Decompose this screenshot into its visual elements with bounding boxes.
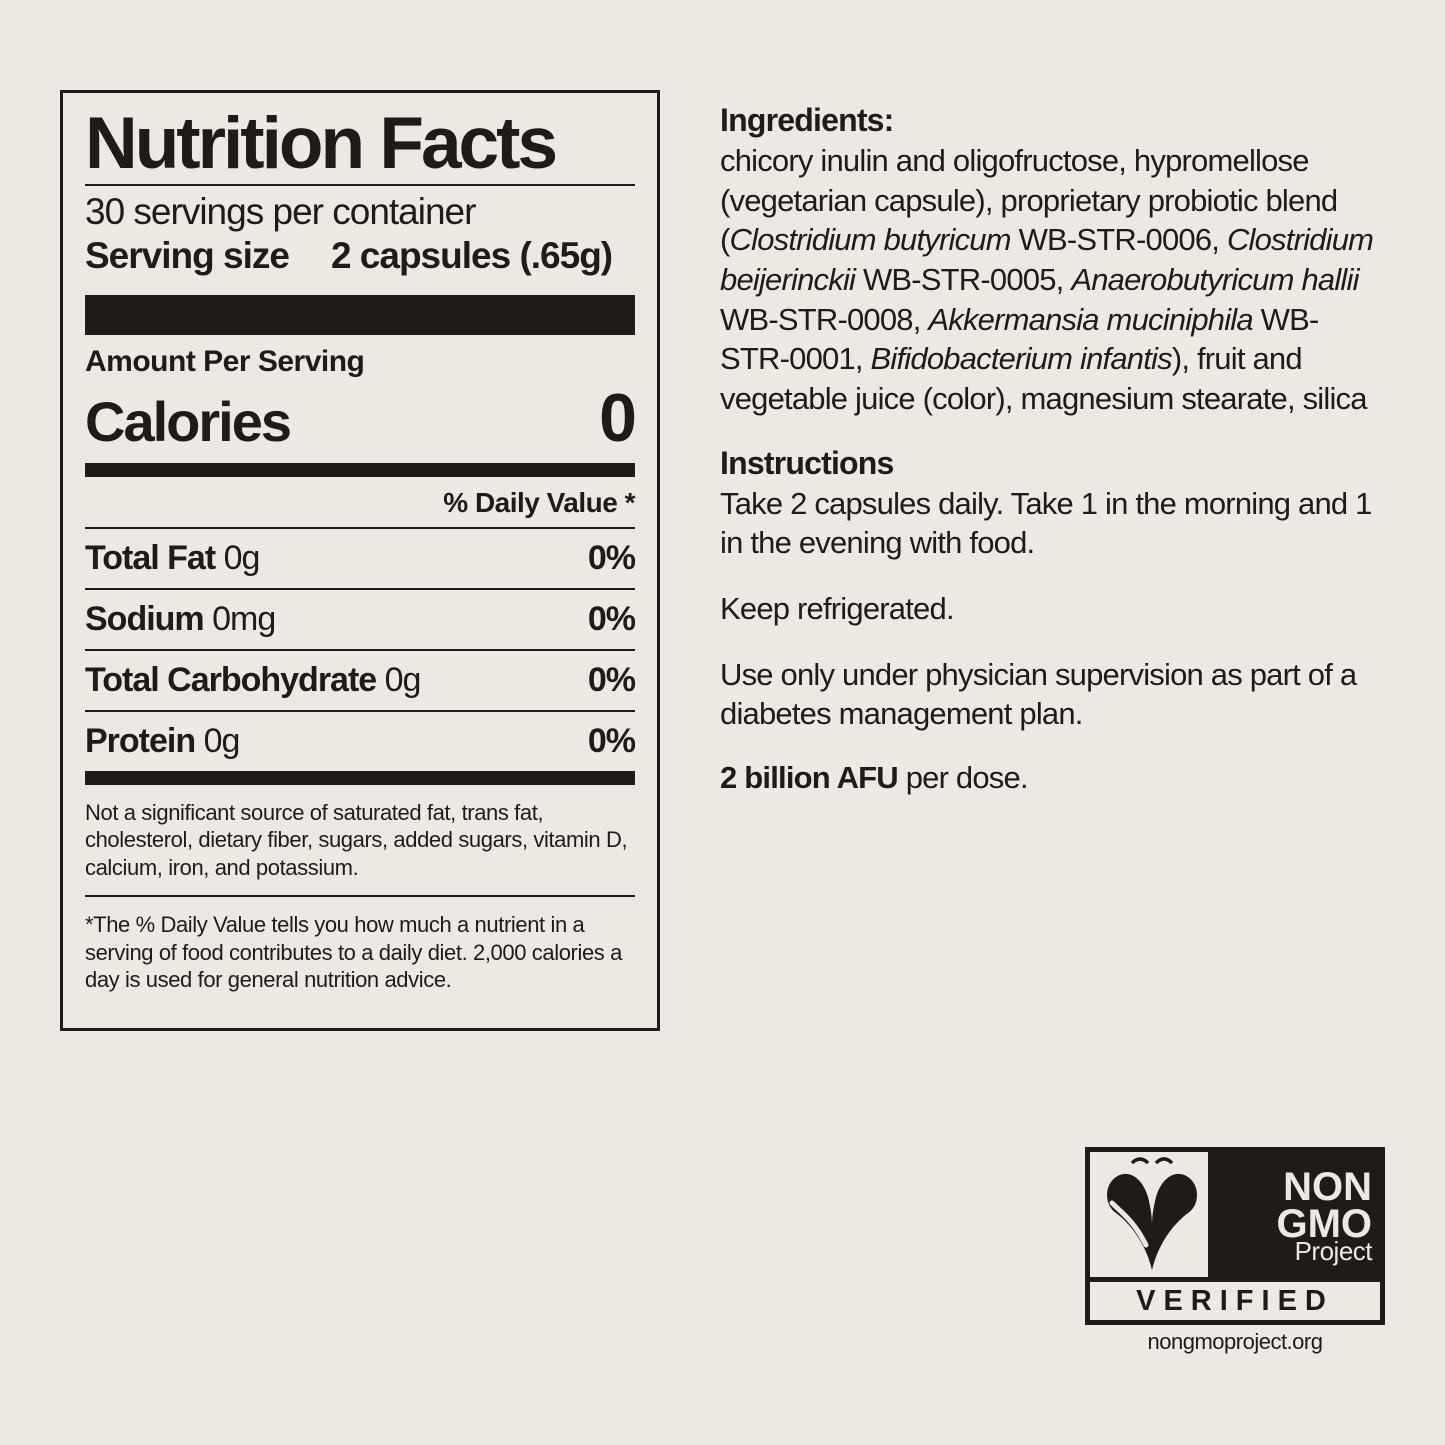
- calories-row: Calories 0: [85, 379, 635, 463]
- afu-rest: per dose.: [898, 760, 1028, 795]
- nf-title: Nutrition Facts: [85, 107, 635, 184]
- logo-project: Project: [1216, 1240, 1372, 1264]
- thick-rule: [85, 771, 635, 785]
- nutrient-row: Total Carbohydrate 0g 0%: [85, 651, 635, 712]
- butterfly-icon: [1090, 1152, 1208, 1277]
- logo-text-cell: NON GMO Project: [1208, 1152, 1380, 1277]
- nutrition-facts-box: Nutrition Facts 30 servings per containe…: [60, 90, 660, 1031]
- nutrient-name: Sodium 0mg: [85, 600, 275, 639]
- nutrient-name: Total Fat 0g: [85, 539, 259, 578]
- servings-per-container: 30 servings per container: [85, 186, 635, 233]
- thick-bar: [85, 295, 635, 335]
- ingredients-section: Ingredients: chicory inulin and oligofru…: [720, 102, 1385, 419]
- non-gmo-logo: NON GMO Project VERIFIED nongmoproject.o…: [1085, 1147, 1385, 1355]
- footnote-insignificant: Not a significant source of saturated fa…: [85, 785, 635, 896]
- serving-size-label: Serving size: [85, 235, 289, 277]
- footnote-dv-explain: *The % Daily Value tells you how much a …: [85, 897, 635, 1008]
- logo-verified: VERIFIED: [1085, 1282, 1385, 1325]
- nutrient-dv: 0%: [588, 722, 635, 761]
- daily-value-header: % Daily Value *: [85, 477, 635, 529]
- nutrient-row: Sodium 0mg 0%: [85, 590, 635, 651]
- nutrient-row: Total Fat 0g 0%: [85, 529, 635, 590]
- nutrient-name: Protein 0g: [85, 722, 239, 761]
- logo-non: NON: [1216, 1169, 1372, 1206]
- calories-value: 0: [599, 379, 635, 457]
- logo-box: NON GMO Project: [1085, 1147, 1385, 1282]
- afu-amount: 2 billion AFU: [720, 760, 898, 795]
- storage-note: Keep refrigerated.: [720, 589, 1385, 629]
- instructions-section: Instructions Take 2 capsules daily. Take…: [720, 445, 1385, 563]
- logo-url: nongmoproject.org: [1085, 1329, 1385, 1355]
- nutrient-name: Total Carbohydrate 0g: [85, 661, 420, 700]
- thick-rule: [85, 463, 635, 477]
- calories-label: Calories: [85, 389, 290, 454]
- nutrient-dv: 0%: [588, 539, 635, 578]
- amount-per-serving-label: Amount Per Serving: [85, 345, 635, 379]
- info-panel: Ingredients: chicory inulin and oligofru…: [720, 90, 1385, 1385]
- afu-line: 2 billion AFU per dose.: [720, 760, 1385, 796]
- ingredients-heading: Ingredients:: [720, 102, 1385, 139]
- ingredients-body: chicory inulin and oligofructose, hyprom…: [720, 141, 1385, 419]
- serving-size-value: 2 capsules (.65g): [331, 235, 612, 277]
- nutrient-dv: 0%: [588, 661, 635, 700]
- nutrient-row: Protein 0g 0%: [85, 712, 635, 771]
- nutrition-facts-panel: Nutrition Facts 30 servings per containe…: [60, 90, 660, 1385]
- instructions-body: Take 2 capsules daily. Take 1 in the mor…: [720, 484, 1385, 563]
- physician-warning: Use only under physician supervision as …: [720, 655, 1385, 734]
- serving-size-row: Serving size 2 capsules (.65g): [85, 233, 635, 293]
- instructions-heading: Instructions: [720, 445, 1385, 482]
- nutrient-dv: 0%: [588, 600, 635, 639]
